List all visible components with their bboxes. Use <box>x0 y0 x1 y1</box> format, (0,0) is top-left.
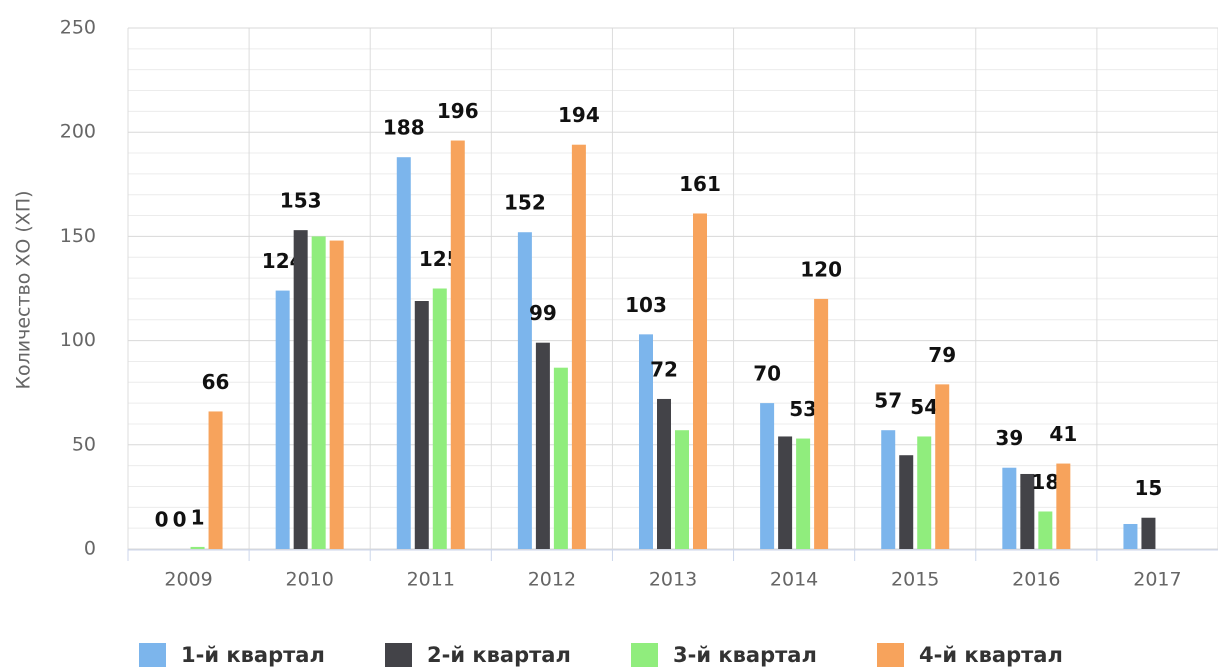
bar <box>293 230 308 549</box>
y-tick-label: 200 <box>60 121 96 143</box>
bar <box>396 157 411 549</box>
bar <box>1002 467 1017 549</box>
bar <box>1056 463 1071 549</box>
value-label: 39 <box>995 426 1023 450</box>
value-label: 153 <box>280 189 322 213</box>
value-label: 161 <box>679 172 721 196</box>
bar <box>778 436 793 549</box>
value-label: 120 <box>800 257 842 281</box>
bar <box>414 301 429 549</box>
value-label: 72 <box>650 357 678 381</box>
value-label: 1 <box>191 505 205 529</box>
x-tick-label: 2012 <box>528 569 576 591</box>
legend-label: 4-й квартал <box>919 643 1063 667</box>
x-tick-label: 2009 <box>164 569 212 591</box>
y-tick-label: 0 <box>84 538 96 560</box>
bar <box>1123 523 1138 549</box>
bar <box>1020 473 1035 549</box>
bar <box>311 236 326 549</box>
legend-swatch <box>877 643 904 667</box>
value-label: 57 <box>874 389 902 413</box>
value-label: 54 <box>910 395 938 419</box>
value-label: 41 <box>1049 422 1077 446</box>
bar <box>571 144 586 550</box>
bar <box>693 213 707 549</box>
value-label: 70 <box>753 362 781 386</box>
value-label: 188 <box>383 116 425 140</box>
x-tick-label: 2014 <box>770 569 818 591</box>
bar <box>796 438 811 549</box>
bar <box>450 140 465 549</box>
legend-label: 2-й квартал <box>427 643 571 667</box>
bar <box>917 436 932 549</box>
bar <box>208 411 223 549</box>
bar <box>760 403 775 549</box>
value-label: 18 <box>1031 470 1059 494</box>
bar <box>517 232 532 549</box>
x-tick-label: 2015 <box>891 569 939 591</box>
x-tick-label: 2010 <box>285 569 333 591</box>
bar <box>881 430 896 549</box>
legend-swatch <box>631 643 658 667</box>
legend-label: 3-й квартал <box>673 643 817 667</box>
y-tick-label: 100 <box>60 329 96 351</box>
value-label: 196 <box>437 99 479 123</box>
bar <box>553 367 568 549</box>
bar <box>675 430 689 549</box>
bar <box>1038 511 1053 549</box>
y-tick-label: 250 <box>60 17 96 39</box>
legend-label: 1-й квартал <box>181 643 325 667</box>
x-tick-label: 2017 <box>1133 569 1181 591</box>
y-axis-label: Количество ХО (ХП) <box>13 190 35 389</box>
value-label: 53 <box>789 397 817 421</box>
value-label: 152 <box>504 191 546 215</box>
bar <box>657 398 671 549</box>
bar <box>639 334 653 549</box>
y-tick-label: 150 <box>60 225 96 247</box>
legend-swatch <box>385 643 412 667</box>
bar <box>814 298 829 549</box>
value-label: 79 <box>928 343 956 367</box>
y-tick-label: 50 <box>72 433 96 455</box>
bar <box>190 546 205 549</box>
bar <box>935 384 950 549</box>
bar <box>1141 517 1156 549</box>
value-label: 99 <box>529 301 557 325</box>
legend-swatch <box>139 643 166 667</box>
bar <box>899 455 914 549</box>
value-label: 66 <box>202 370 230 394</box>
x-tick-label: 2013 <box>649 569 697 591</box>
value-label: 103 <box>625 293 667 317</box>
bar <box>329 240 344 549</box>
bar <box>535 342 550 549</box>
value-label: 15 <box>1135 476 1163 500</box>
x-tick-label: 2016 <box>1012 569 1060 591</box>
bar <box>432 288 447 549</box>
bar <box>275 290 290 549</box>
x-tick-label: 2011 <box>407 569 455 591</box>
value-label: 0 <box>155 508 169 532</box>
value-label: 0 <box>173 508 187 532</box>
value-label: 194 <box>558 103 600 127</box>
